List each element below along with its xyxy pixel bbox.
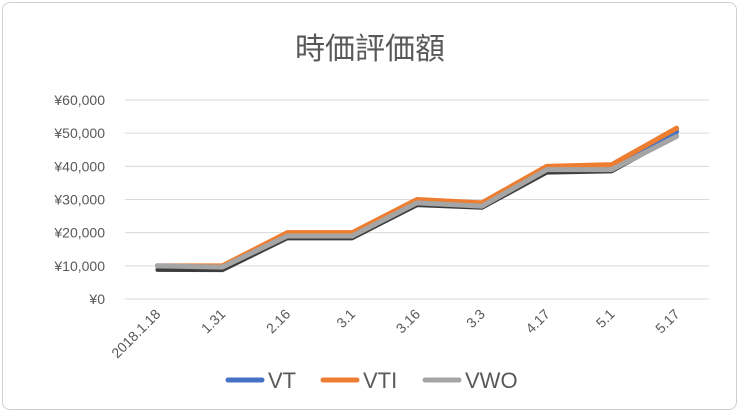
legend-label: VWO [465,368,518,393]
y-tick-label: ¥40,000 [53,158,105,174]
x-tick-label: 2018.1.18 [108,306,164,362]
y-tick-label: ¥10,000 [53,258,105,274]
legend-label: VT [268,368,296,393]
y-tick-label: ¥20,000 [53,225,105,241]
legend-label: VTI [363,368,397,393]
x-tick-label: 2.16 [263,306,294,337]
y-tick-label: ¥60,000 [53,92,105,108]
y-tick-label: ¥0 [88,291,105,307]
legend: VT VTI VWO [225,368,518,393]
series-line-vti [154,125,680,269]
x-tick-label: 1.31 [198,306,229,337]
y-tick-label: ¥30,000 [53,192,105,208]
chart-title: 時価評価額 [295,32,445,67]
x-tick-label: 3.3 [463,306,488,331]
x-tick-label: 3.1 [333,306,358,331]
y-tick-label: ¥50,000 [53,125,105,141]
line-chart: 時価評価額 ¥0 ¥10,000 ¥20,000 ¥30,000 ¥40,000 ¥50,… [53,32,709,393]
x-tick-label: 5.1 [593,306,618,331]
x-tick-label: 5.17 [652,306,683,337]
x-axis-ticks: 2018.1.18 1.31 2.16 3.1 3.16 3.3 4.17 5.1 5.17 [108,306,683,362]
x-tick-label: 3.16 [393,306,424,337]
series-lines [154,125,680,273]
series-line-vwo [154,133,680,270]
y-axis-ticks: ¥0 ¥10,000 ¥20,000 ¥30,000 ¥40,000 ¥50,000 ¥60… [53,92,105,307]
x-tick-label: 4.17 [522,306,553,337]
